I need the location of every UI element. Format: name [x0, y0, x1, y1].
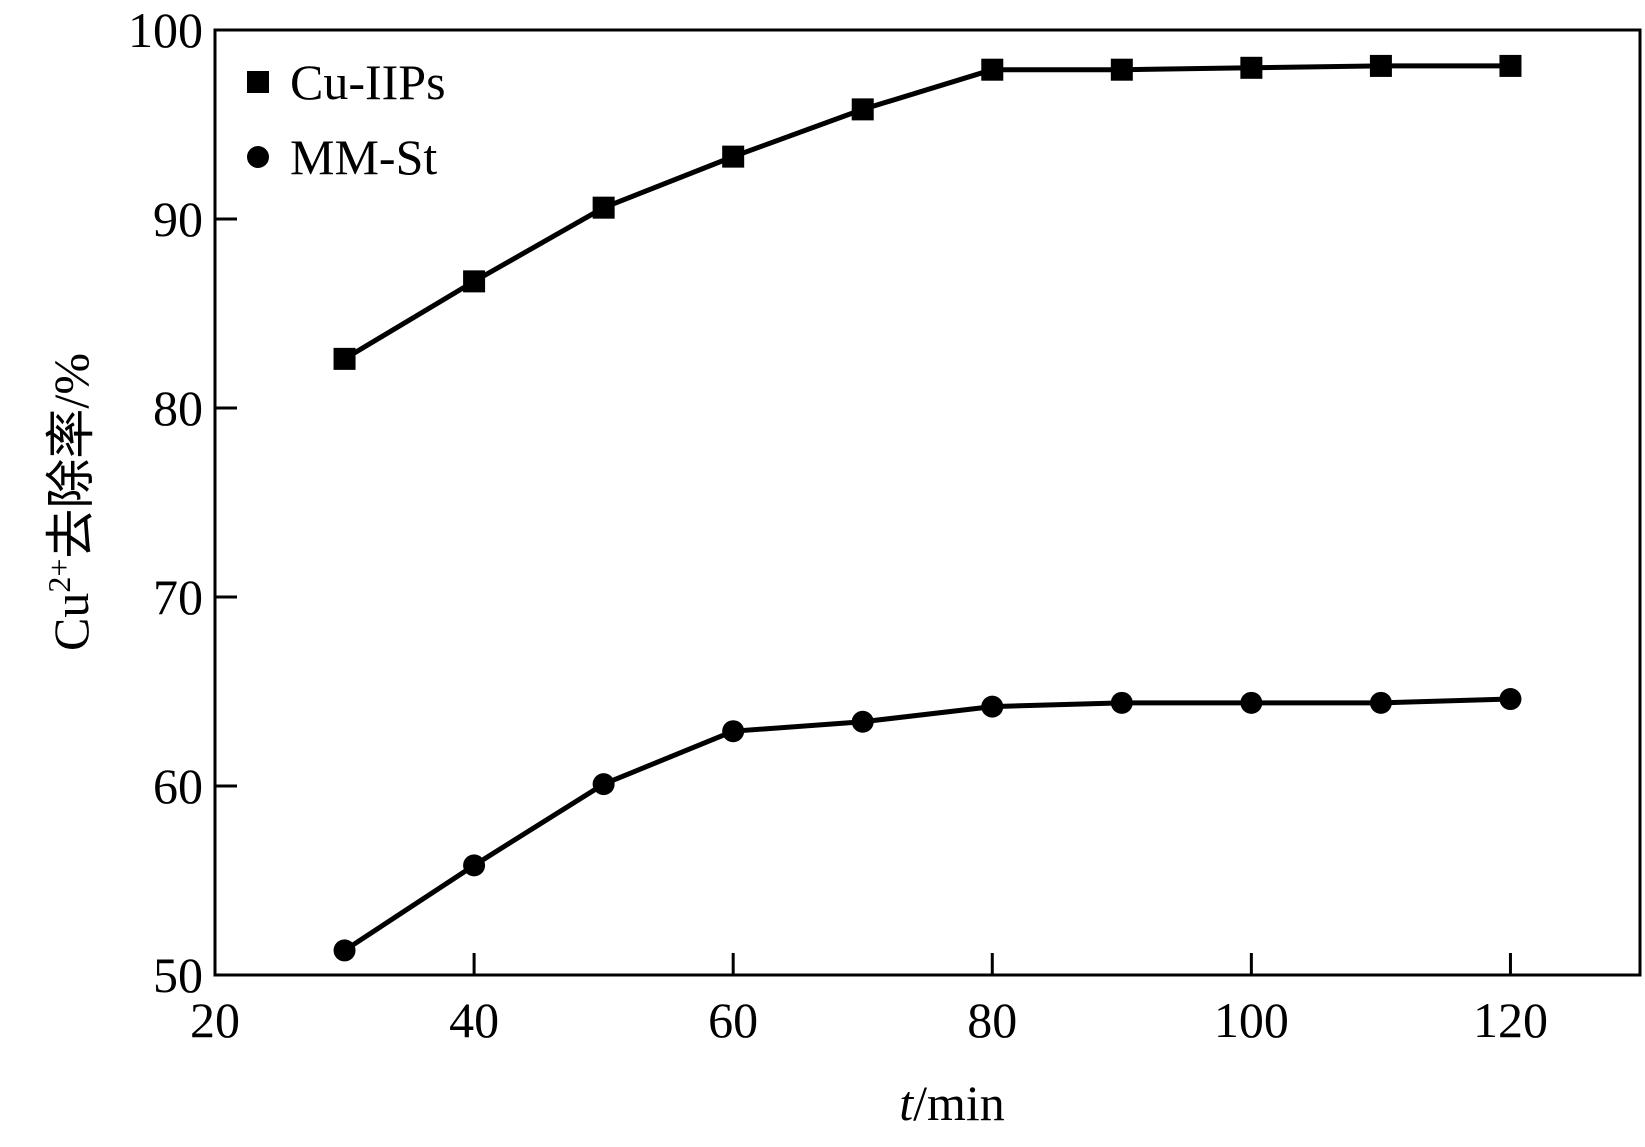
data-point-mm-st — [981, 695, 1004, 718]
y-axis-title: Cu2+去除率/% — [41, 353, 99, 651]
data-point-mm-st — [1240, 691, 1263, 714]
series-layer — [333, 54, 1522, 962]
legend-label-cu-iips: Cu-IIPs — [290, 54, 446, 110]
x-tick-label: 100 — [1214, 992, 1289, 1048]
plot-frame — [213, 28, 1642, 977]
data-point-cu-iips — [1240, 56, 1263, 79]
x-tick-label: 40 — [449, 992, 499, 1048]
data-point-cu-iips — [981, 58, 1004, 81]
data-point-cu-iips — [333, 347, 356, 370]
data-point-mm-st — [722, 720, 745, 743]
x-axis-title-unit: /min — [913, 1075, 1005, 1131]
y-axis-title-base: Cu — [43, 593, 99, 651]
data-point-cu-iips — [463, 270, 486, 293]
x-tick-label: 80 — [967, 992, 1017, 1048]
data-point-cu-iips — [1369, 54, 1392, 77]
data-point-mm-st — [851, 710, 874, 733]
x-axis-ticks: 20 40 60 80 100 120 — [190, 953, 1548, 1048]
y-tick-label: 70 — [153, 569, 203, 625]
legend-marker-mm-st — [247, 146, 269, 168]
data-point-mm-st — [1499, 688, 1522, 711]
data-point-mm-st — [1369, 691, 1392, 714]
data-point-mm-st — [463, 854, 486, 877]
x-tick-label: 120 — [1473, 992, 1548, 1048]
legend-marker-cu-iips — [247, 71, 269, 93]
data-point-cu-iips — [851, 98, 874, 121]
y-tick-label: 60 — [153, 758, 203, 814]
y-axis-title-rest: 去除率/% — [43, 353, 99, 559]
y-axis-title-superscript: 2+ — [41, 559, 77, 593]
y-tick-label: 80 — [153, 380, 203, 436]
y-tick-label: 50 — [153, 947, 203, 1003]
data-point-cu-iips — [592, 196, 615, 219]
series-line-cu-iips — [343, 63, 1511, 362]
x-tick-label: 20 — [190, 992, 240, 1048]
y-tick-label: 90 — [153, 191, 203, 247]
data-point-cu-iips — [1499, 54, 1522, 77]
x-tick-label: 60 — [708, 992, 758, 1048]
x-axis-title: t/min — [899, 1075, 1005, 1131]
legend: Cu-IIPs MM-St — [247, 54, 446, 185]
x-axis-title-variable: t — [899, 1075, 914, 1131]
y-tick-label: 100 — [128, 2, 203, 58]
legend-label-mm-st: MM-St — [290, 129, 437, 185]
data-point-cu-iips — [1110, 58, 1133, 81]
y-axis-ticks: 50 60 70 80 90 100 — [128, 2, 237, 1003]
data-point-mm-st — [1110, 691, 1133, 714]
data-point-cu-iips — [722, 145, 745, 168]
data-point-mm-st — [333, 939, 356, 962]
data-point-mm-st — [592, 773, 615, 796]
series-line-mm-st — [343, 696, 1511, 953]
